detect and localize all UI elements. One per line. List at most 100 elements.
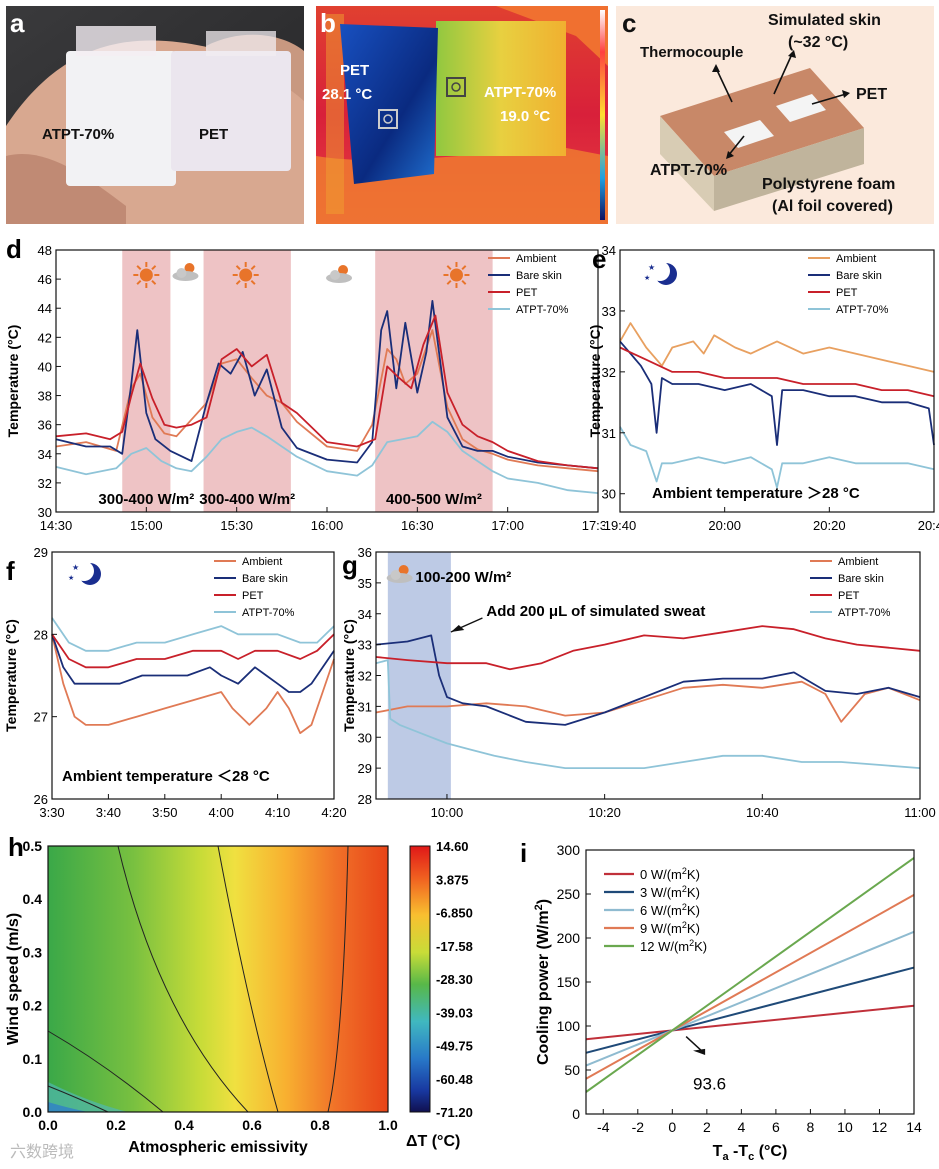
x-tick-label: 17:00 — [491, 518, 524, 533]
cloud-puff — [176, 268, 187, 278]
chart-h: 0.0 0.2 0.4 0.6 0.8 1.0 0.0 0.1 0.2 0.3 0.4 0.5 Atmo… — [5, 832, 473, 1156]
legend-label-part: K) — [687, 867, 700, 882]
sun-ray — [250, 265, 256, 271]
series-pet — [619, 346, 935, 398]
sun-disc — [184, 263, 195, 273]
y-tick-label: 0.1 — [23, 1051, 43, 1067]
y-tick-label: 36 — [38, 418, 52, 433]
plot-frame — [585, 849, 915, 1115]
y-tick-label: 48 — [38, 243, 52, 258]
legend-label-bare: Bare skin — [836, 270, 882, 282]
star: ★ — [72, 563, 79, 572]
star: ★ — [648, 263, 655, 272]
schematic-diagram — [660, 50, 864, 211]
thermal-pet-temp: 28.1 °C — [322, 86, 373, 103]
cloud-sun-icon — [326, 265, 353, 283]
series-line-4 — [585, 857, 915, 1093]
y-tick-label: 44 — [38, 301, 52, 316]
legend-label-part: 6 W/(m — [640, 903, 682, 918]
y-tick-label: 0 — [572, 1106, 580, 1122]
sun-ray — [136, 265, 142, 271]
y-tick-label: 50 — [564, 1062, 580, 1078]
y-tick-label: 30 — [38, 505, 52, 520]
legend-label-pet: PET — [838, 590, 860, 602]
y-tick-label: 33 — [358, 638, 372, 653]
sun-icon — [232, 262, 259, 288]
x-axis-label-part: (°C) — [754, 1143, 787, 1160]
legend-label-4: 12 W/(m2K) — [640, 938, 707, 954]
colorbar-tick-label: -17.58 — [436, 939, 473, 954]
legend-label-atpt: ATPT-70% — [836, 304, 889, 316]
y-tick-label: 38 — [38, 389, 52, 404]
x-tick-label: 19:40 — [604, 518, 637, 533]
panel-label-b: b — [320, 8, 336, 38]
panel-label-g: g — [342, 550, 358, 580]
star: ★ — [644, 274, 650, 282]
y-tick-label: 150 — [557, 974, 581, 990]
star: ★ — [68, 574, 74, 582]
y-tick-label: 0.0 — [23, 1104, 43, 1120]
contour-line-0 — [117, 845, 249, 1113]
sun-icon — [133, 262, 160, 288]
colorbar-tick-label: -71.20 — [436, 1105, 473, 1120]
cloud-sun-icon — [386, 565, 413, 583]
legend-label-sup: 2 — [682, 884, 687, 894]
y-tick-label: 34 — [38, 447, 52, 462]
series-line-1 — [585, 966, 915, 1054]
legend-label-atpt: ATPT-70% — [838, 607, 891, 619]
x-tick-label: 4:00 — [209, 805, 234, 820]
legend-label-sup: 2 — [682, 920, 687, 930]
x-tick-label: 1.0 — [378, 1117, 398, 1133]
legend-label-sup: 2 — [689, 938, 694, 948]
label-thermocouple: Thermocouple — [640, 44, 744, 61]
y-tick-label: 34 — [358, 607, 372, 622]
sun-ray — [461, 265, 467, 271]
panel-c-schematic: c Thermocouple Simulated skin (~32 °C) P… — [616, 6, 934, 224]
y-axis-label-part: Cooling power (W/m — [535, 910, 552, 1065]
y-tick-label: 31 — [602, 426, 616, 441]
annotation: 93.6 — [693, 1074, 726, 1093]
hand-photo — [6, 6, 304, 224]
x-tick-label: -4 — [597, 1119, 610, 1135]
x-tick-label: 14:30 — [40, 518, 73, 533]
legend-label-part: 0 W/(m — [640, 867, 682, 882]
y-tick-label: 32 — [38, 476, 52, 491]
contour-line-3 — [47, 1030, 164, 1113]
x-tick-label: 14 — [906, 1119, 922, 1135]
x-axis-label-sub: a — [722, 1151, 729, 1163]
x-axis-label: Ta -Tc (°C) — [713, 1143, 788, 1163]
legend-label-3: 9 W/(m2K) — [640, 920, 700, 936]
y-tick-label: 26 — [34, 792, 48, 807]
y-tick-label: 27 — [34, 710, 48, 725]
x-axis-label-sub: c — [748, 1151, 754, 1163]
plot-frame — [51, 551, 335, 800]
y-axis-label: Temperature (°C) — [5, 325, 21, 438]
colorbar-label: ΔT (°C) — [406, 1133, 460, 1150]
colorbar-tick-label: 14.60 — [436, 839, 469, 854]
y-tick-label: 35 — [358, 576, 372, 591]
y-tick-label: 46 — [38, 272, 52, 287]
y-tick-label: 100 — [557, 1018, 581, 1034]
legend-label-part: K) — [687, 921, 700, 936]
series-line-2 — [585, 930, 915, 1067]
annotation: Ambient temperature ＜28 °C — [62, 768, 270, 785]
chart-e: 30 31 32 33 34 19:40 20:00 20:20 20:40 Temperatur… — [590, 243, 939, 533]
x-tick-label: 10:20 — [588, 805, 621, 820]
sun-ray — [151, 265, 157, 271]
y-axis-label: Temperature (°C) — [3, 619, 19, 732]
series-atpt — [375, 659, 921, 770]
annotation: Ambient temperature ＞28 °C — [652, 485, 860, 502]
panel-label-h: h — [8, 832, 24, 862]
label-foam: Polystyrene foam — [762, 176, 896, 193]
photo-label-pet: PET — [199, 126, 229, 143]
legend-label-part: K) — [687, 885, 700, 900]
x-tick-label: 20:40 — [918, 518, 939, 533]
contour-line-1 — [217, 845, 279, 1113]
panel-label-e: e — [592, 244, 606, 274]
sun-disc — [239, 268, 253, 282]
x-axis-label-part: T — [713, 1143, 723, 1160]
colorbar-tick-label: -28.30 — [436, 972, 473, 987]
legend-label-part: 9 W/(m — [640, 921, 682, 936]
y-tick-label: 42 — [38, 330, 52, 345]
heatmap-coldest-region — [48, 1102, 88, 1112]
